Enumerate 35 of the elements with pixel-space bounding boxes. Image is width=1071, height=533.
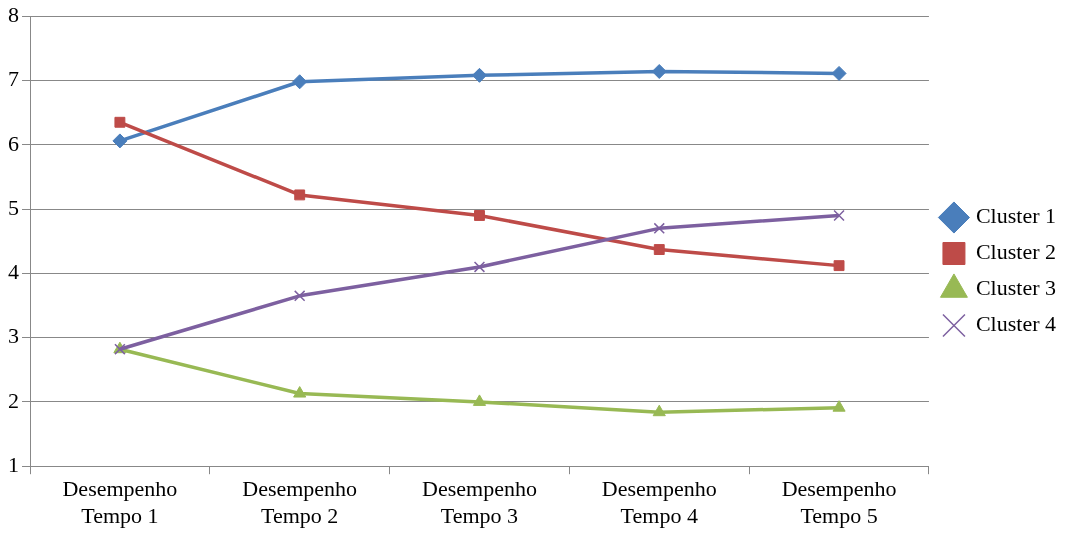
point: [651, 63, 667, 79]
point: [653, 244, 665, 256]
point: [652, 404, 666, 417]
x-tick-label: Desempenho Tempo 4: [601, 476, 717, 528]
point: [831, 65, 847, 81]
x-tick-label: Desempenho Tempo 5: [781, 476, 897, 528]
x-tick-label: Desempenho Tempo 3: [422, 476, 537, 528]
point: [472, 394, 487, 406]
y-tick-label: 7: [8, 66, 19, 92]
point: [653, 222, 665, 235]
point: [114, 116, 126, 128]
point: [473, 261, 486, 273]
y-tick-label: 1: [8, 451, 19, 477]
point: [471, 67, 487, 83]
x-tick-label: Desempenho Tempo 1: [62, 476, 178, 528]
point: [474, 210, 485, 221]
point: [112, 133, 128, 149]
y-tick-label: 6: [8, 130, 19, 156]
legend-label: Cluster 1: [975, 203, 1057, 229]
point: [832, 400, 846, 412]
y-tick-label: 8: [8, 1, 19, 27]
point: [293, 386, 307, 398]
point: [833, 260, 845, 272]
point: [833, 209, 845, 222]
point: [292, 74, 308, 90]
point: [293, 290, 306, 302]
y-tick-label: 5: [8, 194, 19, 220]
point: [294, 189, 306, 201]
legend-label: Cluster 3: [975, 275, 1057, 301]
x-tick-label: Desempenho Tempo 2: [242, 476, 358, 528]
y-tick-label: 4: [8, 259, 19, 285]
y-tick-label: 3: [8, 323, 19, 349]
legend-label: Cluster 2: [975, 239, 1057, 265]
y-tick-label: 2: [8, 387, 19, 413]
legend-label: Cluster 4: [975, 311, 1057, 337]
